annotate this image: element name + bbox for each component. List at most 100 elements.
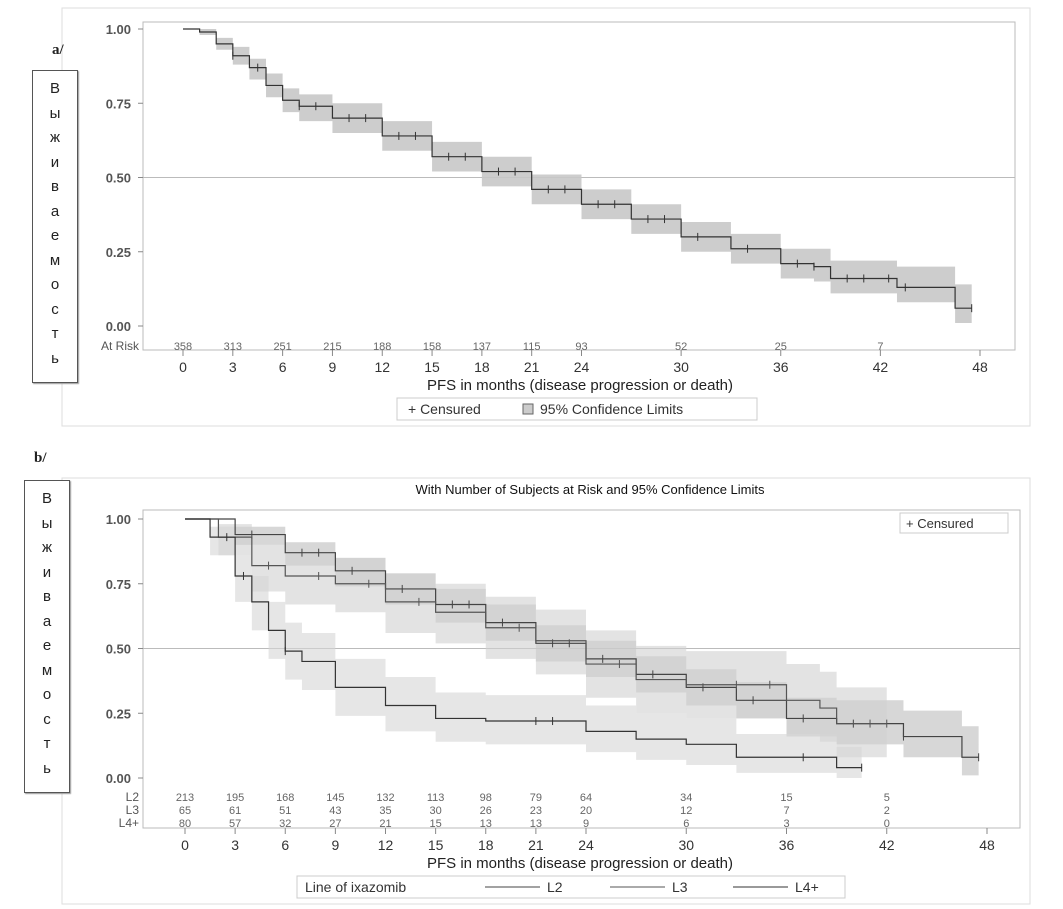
plot-frame xyxy=(142,21,1016,351)
y-axis-label-letter: ь xyxy=(51,349,59,367)
at-risk-count: 79 xyxy=(530,792,542,804)
legend-title: Line of ixazomib xyxy=(305,879,406,895)
at-risk-count: 20 xyxy=(580,805,592,817)
y-tick-label: 0.50 xyxy=(106,171,131,186)
y-tick-label: 0.00 xyxy=(106,771,131,786)
y-axis-label-letter: с xyxy=(51,300,59,318)
x-tick-label: 18 xyxy=(474,359,490,375)
censored-legend: + Censured xyxy=(906,516,974,531)
at-risk-count: 93 xyxy=(575,341,587,353)
at-risk-count: 313 xyxy=(224,341,242,353)
at-risk-count: 15 xyxy=(780,792,792,804)
survival-curve-l3 xyxy=(185,518,887,725)
legend-censored: + Censured xyxy=(408,401,481,417)
legend-item: L3 xyxy=(672,879,688,895)
y-axis-label-letter: с xyxy=(43,710,51,728)
panel-b-label: b/ xyxy=(34,450,47,466)
at-risk-count: 158 xyxy=(423,341,441,353)
at-risk-count: 358 xyxy=(174,341,192,353)
y-tick-label: 0.75 xyxy=(106,96,131,111)
at-risk-count: 132 xyxy=(376,792,394,804)
x-tick-label: 12 xyxy=(374,359,390,375)
x-tick-label: 21 xyxy=(528,837,544,853)
x-tick-label: 30 xyxy=(678,837,694,853)
legend-item: L4+ xyxy=(795,879,819,895)
y-axis-label-letter: ы xyxy=(41,514,53,532)
y-tick-label: 0.00 xyxy=(106,319,131,334)
x-tick-label: 9 xyxy=(329,359,337,375)
at-risk-count: 13 xyxy=(480,818,492,830)
legend-item: L2 xyxy=(547,879,563,895)
y-axis-label-letter: В xyxy=(49,80,60,97)
at-risk-count: 137 xyxy=(473,341,491,353)
x-tick-label: 42 xyxy=(879,837,895,853)
at-risk-count: 213 xyxy=(176,792,194,804)
x-tick-label: 24 xyxy=(578,837,594,853)
y-tick-label: 1.00 xyxy=(106,22,131,37)
at-risk-count: 188 xyxy=(373,341,391,353)
at-risk-count: 145 xyxy=(326,792,344,804)
y-axis-label-letter: а xyxy=(50,202,60,220)
x-tick-label: 36 xyxy=(773,359,789,375)
y-tick-label: 0.75 xyxy=(106,577,131,592)
at-risk-count: 27 xyxy=(329,818,341,830)
x-tick-label: 30 xyxy=(673,359,689,375)
at-risk-row-label: L4+ xyxy=(119,816,139,830)
at-risk-count: 0 xyxy=(884,818,890,830)
y-axis-label-letter: т xyxy=(51,325,59,342)
at-risk-row-label: L3 xyxy=(126,803,140,817)
at-risk-row-label: L2 xyxy=(126,790,140,804)
survival-curve xyxy=(183,28,972,309)
panel-a-label: a/ xyxy=(52,42,64,58)
at-risk-count: 61 xyxy=(229,805,241,817)
x-tick-label: 6 xyxy=(281,837,289,853)
at-risk-count: 34 xyxy=(680,792,692,804)
y-tick-label: 0.50 xyxy=(106,642,131,657)
at-risk-count: 21 xyxy=(379,818,391,830)
legend-box xyxy=(396,397,758,421)
at-risk-count: 115 xyxy=(523,341,541,353)
y-axis-label-letter: а xyxy=(42,612,52,630)
at-risk-count: 12 xyxy=(680,805,692,817)
y-axis-label-letter: о xyxy=(42,686,52,703)
y-axis-label-letter: в xyxy=(43,588,51,605)
y-tick-label: 0.25 xyxy=(106,706,131,721)
x-tick-label: 12 xyxy=(378,837,394,853)
x-tick-label: 42 xyxy=(873,359,889,375)
at-risk-count: 168 xyxy=(276,792,294,804)
y-axis-label-letter: м xyxy=(41,661,53,679)
x-tick-label: 3 xyxy=(231,837,239,853)
y-axis-label-letter: о xyxy=(50,276,60,293)
y-tick-label: 1.00 xyxy=(106,512,131,527)
at-risk-count: 35 xyxy=(379,805,391,817)
at-risk-count: 26 xyxy=(480,805,492,817)
at-risk-count: 251 xyxy=(273,341,291,353)
at-risk-count: 113 xyxy=(427,792,445,804)
at-risk-count: 3 xyxy=(783,818,789,830)
x-tick-label: 36 xyxy=(779,837,795,853)
survival-curve-l4plus xyxy=(185,518,862,769)
y-axis-label-letter: ж xyxy=(41,539,53,556)
x-tick-label: 6 xyxy=(279,359,287,375)
confidence-band xyxy=(183,29,972,324)
at-risk-count: 98 xyxy=(480,792,492,804)
at-risk-count: 43 xyxy=(329,805,341,817)
x-tick-label: 18 xyxy=(478,837,494,853)
at-risk-count: 9 xyxy=(583,818,589,830)
legend-ci: 95% Confidence Limits xyxy=(540,401,683,417)
at-risk-count: 64 xyxy=(580,792,592,804)
y-axis-label-letter: В xyxy=(41,490,52,507)
x-axis-label: PFS in months (disease progression or de… xyxy=(427,377,733,394)
y-axis-label-letter: в xyxy=(51,178,59,195)
x-tick-label: 3 xyxy=(229,359,237,375)
at-risk-count: 32 xyxy=(279,818,291,830)
y-axis-label-letter: т xyxy=(43,735,51,752)
x-tick-label: 15 xyxy=(428,837,444,853)
at-risk-count: 2 xyxy=(884,805,890,817)
y-axis-label-letter: е xyxy=(50,227,60,244)
y-axis-label-letter: е xyxy=(42,637,52,654)
censored-legend-box xyxy=(899,512,1009,534)
y-axis-label-letter: ы xyxy=(49,104,61,122)
